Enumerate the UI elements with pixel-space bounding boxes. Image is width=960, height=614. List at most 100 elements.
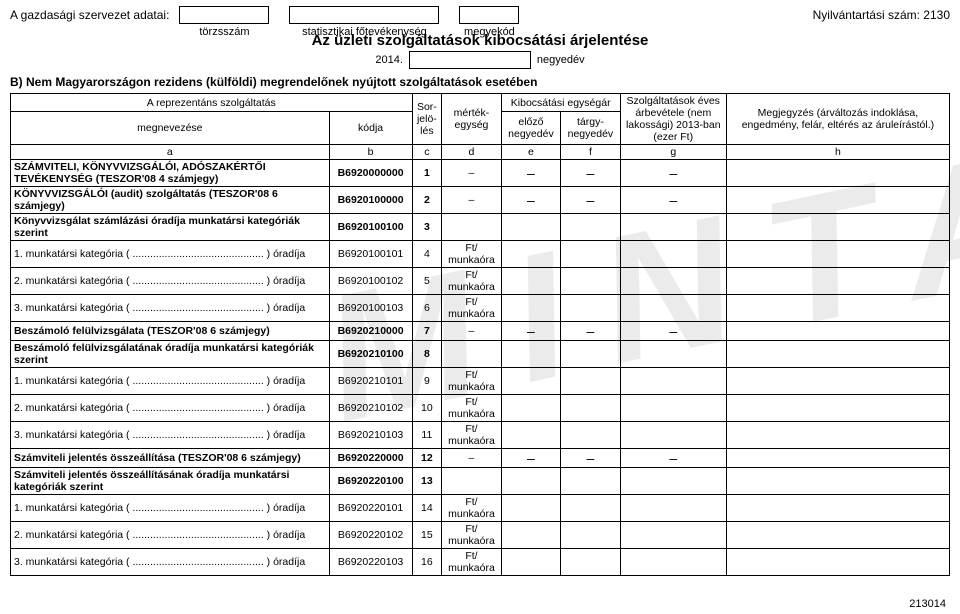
- table-row: 3. munkatársi kategória ( ..............…: [11, 422, 950, 449]
- cell-c: 5: [412, 268, 442, 295]
- th-kibocs: Kibocsátási egységár: [501, 94, 620, 112]
- cell-f[interactable]: [561, 341, 620, 368]
- cell-d: Ft/ munkaóra: [442, 495, 501, 522]
- cell-e[interactable]: [501, 295, 560, 322]
- cell-a: 1. munkatársi kategória ( ..............…: [11, 241, 330, 268]
- cell-g[interactable]: [620, 468, 726, 495]
- cell-f[interactable]: [561, 241, 620, 268]
- cell-e[interactable]: [501, 395, 560, 422]
- cell-c: 16: [412, 549, 442, 576]
- cell-h[interactable]: [726, 495, 949, 522]
- table-row: SZÁMVITELI, KÖNYVVIZSGÁLÓI, ADÓSZAKÉRTŐI…: [11, 160, 950, 187]
- cell-b: B6920220103: [329, 549, 412, 576]
- table-row: 1. munkatársi kategória ( ..............…: [11, 368, 950, 395]
- cell-e[interactable]: [501, 341, 560, 368]
- cell-h[interactable]: [726, 160, 949, 187]
- cell-f[interactable]: [561, 468, 620, 495]
- table-row: KÖNYVVIZSGÁLÓI (audit) szolgáltatás (TES…: [11, 187, 950, 214]
- cell-e: –: [501, 187, 560, 214]
- cell-d: [442, 468, 501, 495]
- cell-e: –: [501, 449, 560, 468]
- cell-g[interactable]: [620, 368, 726, 395]
- cell-h[interactable]: [726, 368, 949, 395]
- cell-g[interactable]: [620, 295, 726, 322]
- cell-e[interactable]: [501, 241, 560, 268]
- cell-e[interactable]: [501, 214, 560, 241]
- cell-f[interactable]: [561, 495, 620, 522]
- cell-c: 12: [412, 449, 442, 468]
- cell-d: –: [442, 160, 501, 187]
- cell-f[interactable]: [561, 395, 620, 422]
- cell-h[interactable]: [726, 295, 949, 322]
- page-title: Az üzleti szolgáltatások kibocsátási árj…: [10, 32, 950, 49]
- cell-f[interactable]: [561, 422, 620, 449]
- input-torzsszam[interactable]: [179, 6, 269, 24]
- cell-e[interactable]: [501, 268, 560, 295]
- cell-a: Számviteli jelentés összeállításának óra…: [11, 468, 330, 495]
- input-fotevekenyseg[interactable]: [289, 6, 439, 24]
- cell-g[interactable]: [620, 422, 726, 449]
- cell-b: B6920210102: [329, 395, 412, 422]
- cell-f[interactable]: [561, 522, 620, 549]
- cell-e[interactable]: [501, 368, 560, 395]
- table-row: Könyvvizsgálat számlázási óradíja munkat…: [11, 214, 950, 241]
- cell-e[interactable]: [501, 549, 560, 576]
- quarter-label: negyedév: [537, 54, 585, 66]
- th-szolg: Szolgáltatások éves árbevétele (nem lako…: [620, 94, 726, 145]
- cell-f[interactable]: [561, 268, 620, 295]
- cell-g[interactable]: [620, 268, 726, 295]
- cell-e[interactable]: [501, 495, 560, 522]
- cell-f: –: [561, 322, 620, 341]
- cell-g[interactable]: [620, 214, 726, 241]
- cell-b: B6920100000: [329, 187, 412, 214]
- cell-f[interactable]: [561, 368, 620, 395]
- cell-h[interactable]: [726, 468, 949, 495]
- table-row: Számviteli jelentés összeállítása (TESZO…: [11, 449, 950, 468]
- cell-c: 14: [412, 495, 442, 522]
- year-line: 2014. negyedév: [10, 51, 950, 69]
- cell-c: 3: [412, 214, 442, 241]
- cell-f[interactable]: [561, 295, 620, 322]
- cell-h[interactable]: [726, 522, 949, 549]
- input-quarter[interactable]: [409, 51, 531, 69]
- cell-h[interactable]: [726, 422, 949, 449]
- table-row: 2. munkatársi kategória ( ..............…: [11, 268, 950, 295]
- cell-b: B6920220102: [329, 522, 412, 549]
- th-elozo: előző negyedév: [501, 112, 560, 145]
- cell-h[interactable]: [726, 187, 949, 214]
- cell-a: 1. munkatársi kategória ( ..............…: [11, 368, 330, 395]
- cell-e[interactable]: [501, 468, 560, 495]
- cell-g[interactable]: [620, 522, 726, 549]
- table-row: Számviteli jelentés összeállításának óra…: [11, 468, 950, 495]
- cell-h[interactable]: [726, 241, 949, 268]
- cell-h[interactable]: [726, 322, 949, 341]
- table-body: SZÁMVITELI, KÖNYVVIZSGÁLÓI, ADÓSZAKÉRTŐI…: [11, 160, 950, 576]
- cell-h[interactable]: [726, 268, 949, 295]
- input-megyekod[interactable]: [459, 6, 519, 24]
- cell-h[interactable]: [726, 549, 949, 576]
- cell-g[interactable]: [620, 395, 726, 422]
- cell-h[interactable]: [726, 449, 949, 468]
- cell-d: Ft/ munkaóra: [442, 549, 501, 576]
- cell-g[interactable]: [620, 341, 726, 368]
- cell-b: B6920210100: [329, 341, 412, 368]
- cell-g[interactable]: [620, 495, 726, 522]
- cell-e[interactable]: [501, 522, 560, 549]
- cell-f[interactable]: [561, 214, 620, 241]
- cell-b: B6920210000: [329, 322, 412, 341]
- cell-h[interactable]: [726, 395, 949, 422]
- cell-a: Könyvvizsgálat számlázási óradíja munkat…: [11, 214, 330, 241]
- cell-d: [442, 214, 501, 241]
- cell-e[interactable]: [501, 422, 560, 449]
- cell-h[interactable]: [726, 341, 949, 368]
- cell-e: –: [501, 160, 560, 187]
- cell-a: 2. munkatársi kategória ( ..............…: [11, 395, 330, 422]
- cell-g[interactable]: [620, 549, 726, 576]
- cell-d: Ft/ munkaóra: [442, 395, 501, 422]
- cell-f[interactable]: [561, 549, 620, 576]
- cell-f: –: [561, 449, 620, 468]
- cell-c: 4: [412, 241, 442, 268]
- cell-a: Beszámoló felülvizsgálata (TESZOR'08 6 s…: [11, 322, 330, 341]
- cell-h[interactable]: [726, 214, 949, 241]
- cell-g[interactable]: [620, 241, 726, 268]
